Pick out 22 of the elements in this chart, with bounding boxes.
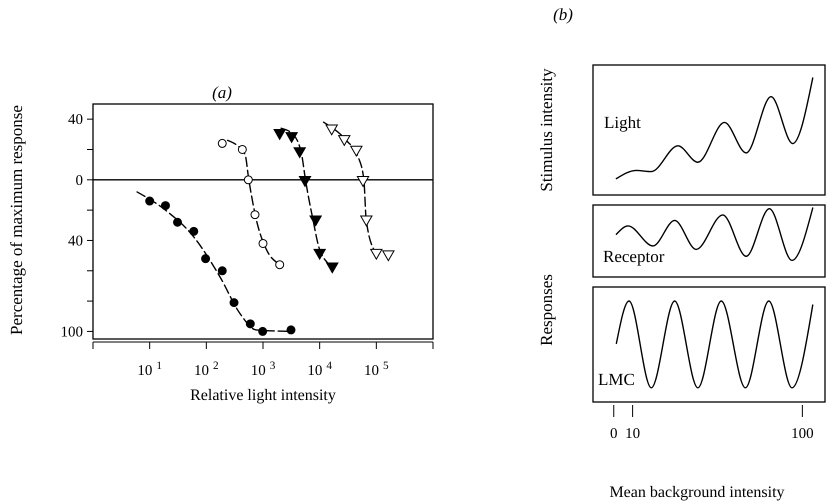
y-tick-label: 100 bbox=[60, 324, 83, 340]
x-tick-label: 10 bbox=[625, 426, 640, 442]
x-tick-label: 100 bbox=[791, 426, 814, 442]
y-tick-label: 40 bbox=[68, 233, 83, 250]
series-label: LMC bbox=[598, 370, 635, 389]
y-tick-label: 40 bbox=[68, 112, 83, 128]
chart-title: (b) bbox=[553, 5, 574, 24]
x-tick-label: 10$^{4}$ bbox=[307, 360, 332, 379]
x-axis-title: Relative light intensity bbox=[190, 387, 336, 404]
y-axis-title: Responses bbox=[537, 274, 556, 346]
x-axis-title: Mean background intensity bbox=[609, 484, 785, 501]
chart-title: (a) bbox=[212, 83, 232, 102]
x-tick-label: 10$^{5}$ bbox=[364, 360, 390, 379]
series-label: Receptor bbox=[603, 247, 665, 266]
y-axis-title: Percentage of maximum response bbox=[7, 105, 26, 335]
x-tick-label: 10$^{1}$ bbox=[137, 360, 162, 379]
y-axis-title: Stimulus intensity bbox=[537, 68, 556, 192]
x-tick-label: 10$^{3}$ bbox=[250, 360, 276, 379]
x-tick-label: 0 bbox=[610, 426, 618, 442]
x-tick-label: 10$^{2}$ bbox=[194, 360, 219, 379]
y-tick-label: 0 bbox=[76, 172, 83, 189]
text: Light bbox=[604, 113, 642, 132]
